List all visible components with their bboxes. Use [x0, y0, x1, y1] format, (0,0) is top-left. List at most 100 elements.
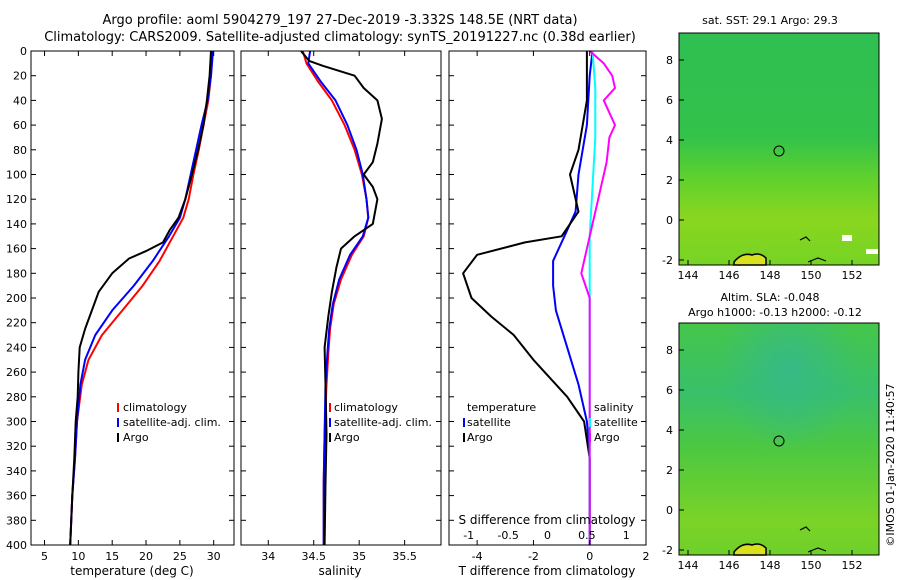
s-diff-xlabel: S difference from climatology: [459, 513, 636, 527]
temperature-legend: climatology satellite-adj. clim. Argo: [117, 401, 221, 444]
sla-map: Altim. SLA: -0.048 Argo h1000: -0.13 h20…: [662, 291, 880, 572]
x-tick-label: 30: [207, 550, 221, 563]
y-tick-label: 380: [6, 514, 27, 527]
sla-map-ticks: 144 146 148 150 152 8 6 4 2 0 -2: [662, 344, 862, 572]
sst-map-field: [679, 33, 879, 265]
map-y-tick-label: 2: [666, 174, 673, 187]
x-tick-label: 34: [261, 550, 275, 563]
legend-climatology: climatology: [123, 401, 187, 414]
map-x-tick-label: 148: [760, 269, 781, 282]
salinity-xlabel: salinity: [318, 564, 361, 578]
s-diff-tick-label: -0.5: [497, 529, 518, 542]
y-tick-label: 400: [6, 539, 27, 552]
map-y-tick-label: -2: [662, 544, 673, 557]
sla-map-coastline: [799, 526, 811, 532]
s-diff-tick-label: 0.5: [578, 529, 596, 542]
title-line1: Argo profile: aoml 5904279_197 27-Dec-20…: [102, 13, 577, 28]
sla-map-argo-marker: [773, 435, 785, 447]
x-tick-label: -4: [472, 550, 483, 563]
x-tick-label: 2: [643, 550, 650, 563]
series-line-satellite-adj-clim-: [307, 50, 370, 545]
salinity-ticks: 34 34.5 35 35.5: [241, 50, 441, 563]
sst-map-nodata-patch: [842, 235, 852, 241]
legend-temperature: temperature: [467, 401, 536, 414]
map-y-tick-label: 0: [666, 214, 673, 227]
map-x-tick-label: 150: [801, 559, 822, 572]
y-tick-label: 20: [13, 70, 27, 83]
x-tick-label: 35: [352, 550, 366, 563]
map-x-tick-label: 150: [801, 269, 822, 282]
s-diff-tick-label: 1: [623, 529, 630, 542]
map-x-tick-label: 144: [678, 269, 699, 282]
sla-map-coastline: [733, 543, 767, 556]
map-y-tick-label: 4: [666, 424, 673, 437]
map-y-tick-label: 6: [666, 384, 673, 397]
y-tick-label: 100: [6, 169, 27, 182]
map-x-tick-label: 144: [678, 559, 699, 572]
series-line-argo: [300, 50, 383, 546]
difference-legend: temperature satellite Argo salinity sate…: [463, 401, 638, 444]
sst-map-title: sat. SST: 29.1 Argo: 29.3: [702, 14, 838, 27]
y-tick-label: 200: [6, 292, 27, 305]
salinity-lines: [300, 50, 383, 546]
y-tick-label: 220: [6, 317, 27, 330]
s-diff-tick-label: 0: [544, 529, 551, 542]
legend-satellite: satellite-adj. clim.: [123, 416, 221, 429]
series-line-satellite-adj-clim-: [69, 50, 214, 546]
sst-map: sat. SST: 29.1 Argo: 29.3: [662, 14, 880, 282]
series-line-argo-t: [462, 51, 591, 545]
legend-argo: Argo: [123, 431, 149, 444]
sst-map-frame: [678, 32, 880, 266]
temperature-panel: 5 10 15 20 25 3002040608010012014016018020022…: [6, 45, 235, 578]
y-tick-label: 340: [6, 465, 27, 478]
legend-s-satellite: satellite: [594, 416, 638, 429]
y-tick-label: 160: [6, 243, 27, 256]
y-tick-label: 0: [20, 45, 27, 58]
map-y-tick-label: 2: [666, 464, 673, 477]
map-x-tick-label: 152: [842, 559, 863, 572]
x-tick-label: 15: [105, 550, 119, 563]
x-tick-label: 25: [173, 550, 187, 563]
map-x-tick-label: 146: [719, 559, 740, 572]
series-line-climatology: [301, 50, 370, 545]
map-y-tick-label: 4: [666, 134, 673, 147]
t-diff-xlabel: T difference from climatology: [458, 564, 636, 578]
map-y-tick-label: 8: [666, 344, 673, 357]
series-line-argo-s: [580, 50, 616, 545]
y-tick-label: 360: [6, 490, 27, 503]
map-y-tick-label: 8: [666, 54, 673, 67]
legend-t-satellite: satellite: [467, 416, 511, 429]
difference-ticks: -4 -2 0 2 -1 -0.5 0 0.5 1: [449, 50, 650, 563]
sst-map-coastline: [733, 253, 767, 266]
series-line-satellite-t: [552, 50, 594, 545]
y-tick-label: 280: [6, 391, 27, 404]
y-tick-label: 120: [6, 193, 27, 206]
difference-frame: [448, 50, 647, 546]
legend-satellite: satellite-adj. clim.: [334, 416, 432, 429]
x-tick-label: 34.5: [301, 550, 326, 563]
map-x-tick-label: 148: [760, 559, 781, 572]
salinity-legend: climatology satellite-adj. clim. Argo: [329, 401, 432, 444]
y-tick-label: 80: [13, 144, 27, 157]
y-tick-label: 180: [6, 267, 27, 280]
map-y-tick-label: -2: [662, 254, 673, 267]
sla-map-subtitle: Argo h1000: -0.13 h2000: -0.12: [688, 306, 862, 319]
map-y-tick-label: 0: [666, 504, 673, 517]
series-line-argo: [69, 50, 212, 546]
sst-map-nodata-patch: [866, 249, 878, 254]
title-line2: Climatology: CARS2009. Satellite-adjuste…: [44, 30, 636, 45]
sst-map-coastline: [799, 236, 811, 242]
map-x-tick-label: 146: [719, 269, 740, 282]
map-x-tick-label: 152: [842, 269, 863, 282]
legend-salinity: salinity: [594, 401, 634, 414]
x-tick-label: -2: [528, 550, 539, 563]
y-tick-label: 240: [6, 341, 27, 354]
temperature-ticks: 5 10 15 20 25 3002040608010012014016018020022…: [6, 45, 234, 563]
x-tick-label: 0: [586, 550, 593, 563]
s-diff-tick-label: -1: [463, 529, 474, 542]
sla-map-field-overlay: [679, 323, 879, 555]
salinity-panel: 34 34.5 35 35.5 salinity climatology satell…: [240, 50, 442, 578]
legend-climatology: climatology: [334, 401, 398, 414]
x-tick-label: 35.5: [392, 550, 417, 563]
